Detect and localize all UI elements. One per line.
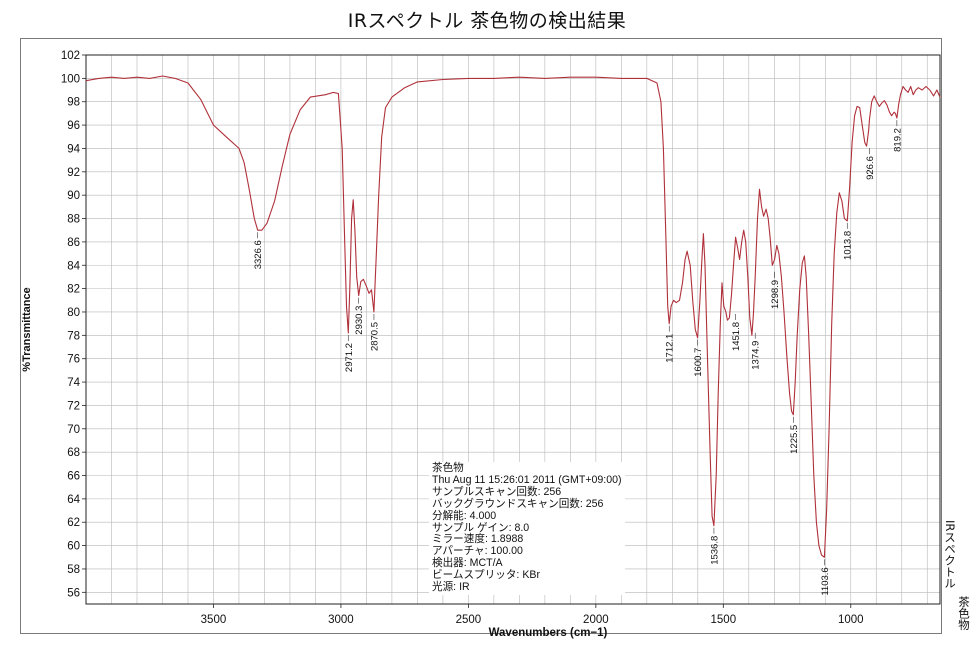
y-tick-label: 86: [67, 237, 80, 249]
y-tick-label: 68: [67, 447, 80, 459]
info-line: バックグラウンドスキャン回数: 256: [432, 497, 604, 510]
series: [85, 75, 941, 558]
y-tick-label: 78: [67, 330, 80, 342]
side-tag-sample: 茶色物: [957, 596, 971, 631]
peak-label: 1225.5: [789, 425, 800, 454]
y-tick-label: 70: [67, 424, 80, 436]
plot-area-border: [85, 54, 941, 605]
info-line: アパーチャ: 100.00: [432, 545, 523, 558]
peak-label: 1374.9: [751, 341, 762, 370]
spectrum-line: [85, 75, 941, 558]
info-line: サンプル ゲイン: 8.0: [432, 521, 530, 534]
y-tick-label: 96: [67, 120, 80, 132]
info-line: ビームスプリッタ: KBr: [432, 569, 540, 582]
y-tick-label: 84: [67, 260, 80, 272]
y-tick-label: 80: [67, 307, 80, 319]
x-tick-label: 1000: [838, 614, 864, 626]
x-tick-label: 2000: [583, 614, 609, 626]
y-tick-label: 82: [67, 284, 80, 296]
ticks: 56 58 60 62 64 66 68 70 72 74 76 78 80 82 84 86 88 90 92 94…: [61, 50, 864, 626]
measurement-info-box: 茶色物 Thu Aug 11 15:26:01 2011 (GMT+09:00)…: [429, 462, 625, 595]
peak-label: 1103.6: [820, 567, 831, 595]
y-tick-label: 56: [67, 587, 80, 599]
peak-label: 819.2: [892, 128, 903, 152]
peak-label: 1600.7: [693, 348, 704, 377]
y-tick-label: 72: [67, 400, 80, 412]
info-line: 検出器: MCT/A: [432, 557, 503, 570]
axis-labels: %Transmittance Wavenumbers (cm−1): [21, 287, 608, 639]
info-line: サンプルスキャン回数: 256: [432, 485, 562, 498]
x-tick-label: 1500: [711, 614, 737, 626]
side-tag-spectrum: IRスペクトル: [943, 520, 957, 589]
peak-label: 2870.5: [369, 322, 380, 351]
y-tick-label: 58: [67, 564, 80, 576]
peak-label: 1298.9: [770, 280, 781, 309]
x-tick-label: 3500: [201, 614, 227, 626]
peak-label: 1451.8: [731, 322, 742, 351]
peak-label: 2930.3: [354, 306, 365, 335]
y-tick-label: 64: [67, 494, 80, 506]
info-line: 分解能: 4.000: [432, 509, 497, 522]
y-tick-label: 100: [61, 73, 80, 85]
y-tick-label: 66: [67, 471, 80, 483]
axes: [85, 54, 941, 605]
peak-label: 1013.8: [843, 231, 854, 260]
peak-label: 2971.2: [344, 343, 355, 372]
chart-title: IRスペクトル 茶色物の検出結果: [347, 10, 627, 32]
y-tick-label: 94: [67, 143, 80, 155]
info-line: ミラー速度: 1.8988: [432, 533, 524, 546]
x-tick-label: 3000: [328, 614, 354, 626]
info-line: Thu Aug 11 15:26:01 2011 (GMT+09:00): [432, 473, 622, 486]
x-tick-label: 2500: [456, 614, 482, 626]
peak-label: 3326.6: [253, 240, 264, 269]
y-tick-label: 98: [67, 97, 80, 109]
y-tick-label: 102: [61, 50, 80, 62]
y-tick-label: 74: [67, 377, 80, 389]
peak-label: 1712.1: [665, 334, 676, 363]
peak-label: 926.6: [865, 156, 876, 180]
peak-label: 1536.8: [709, 536, 720, 565]
y-axis-label: %Transmittance: [21, 287, 33, 371]
y-tick-label: 90: [67, 190, 80, 202]
y-tick-label: 76: [67, 354, 80, 366]
y-tick-label: 92: [67, 167, 80, 179]
y-tick-label: 62: [67, 517, 80, 529]
outer-frame: [20, 38, 942, 634]
y-tick-label: 88: [67, 214, 80, 226]
info-line: 光源: IR: [432, 581, 470, 594]
info-line: 茶色物: [432, 462, 464, 474]
y-tick-label: 60: [67, 541, 80, 553]
peak-labels: 3326.6 2971.2 2930.3 2870.5 1712.1 1600.7 1536…: [253, 120, 903, 596]
x-axis-label: Wavenumbers (cm−1): [489, 627, 608, 639]
